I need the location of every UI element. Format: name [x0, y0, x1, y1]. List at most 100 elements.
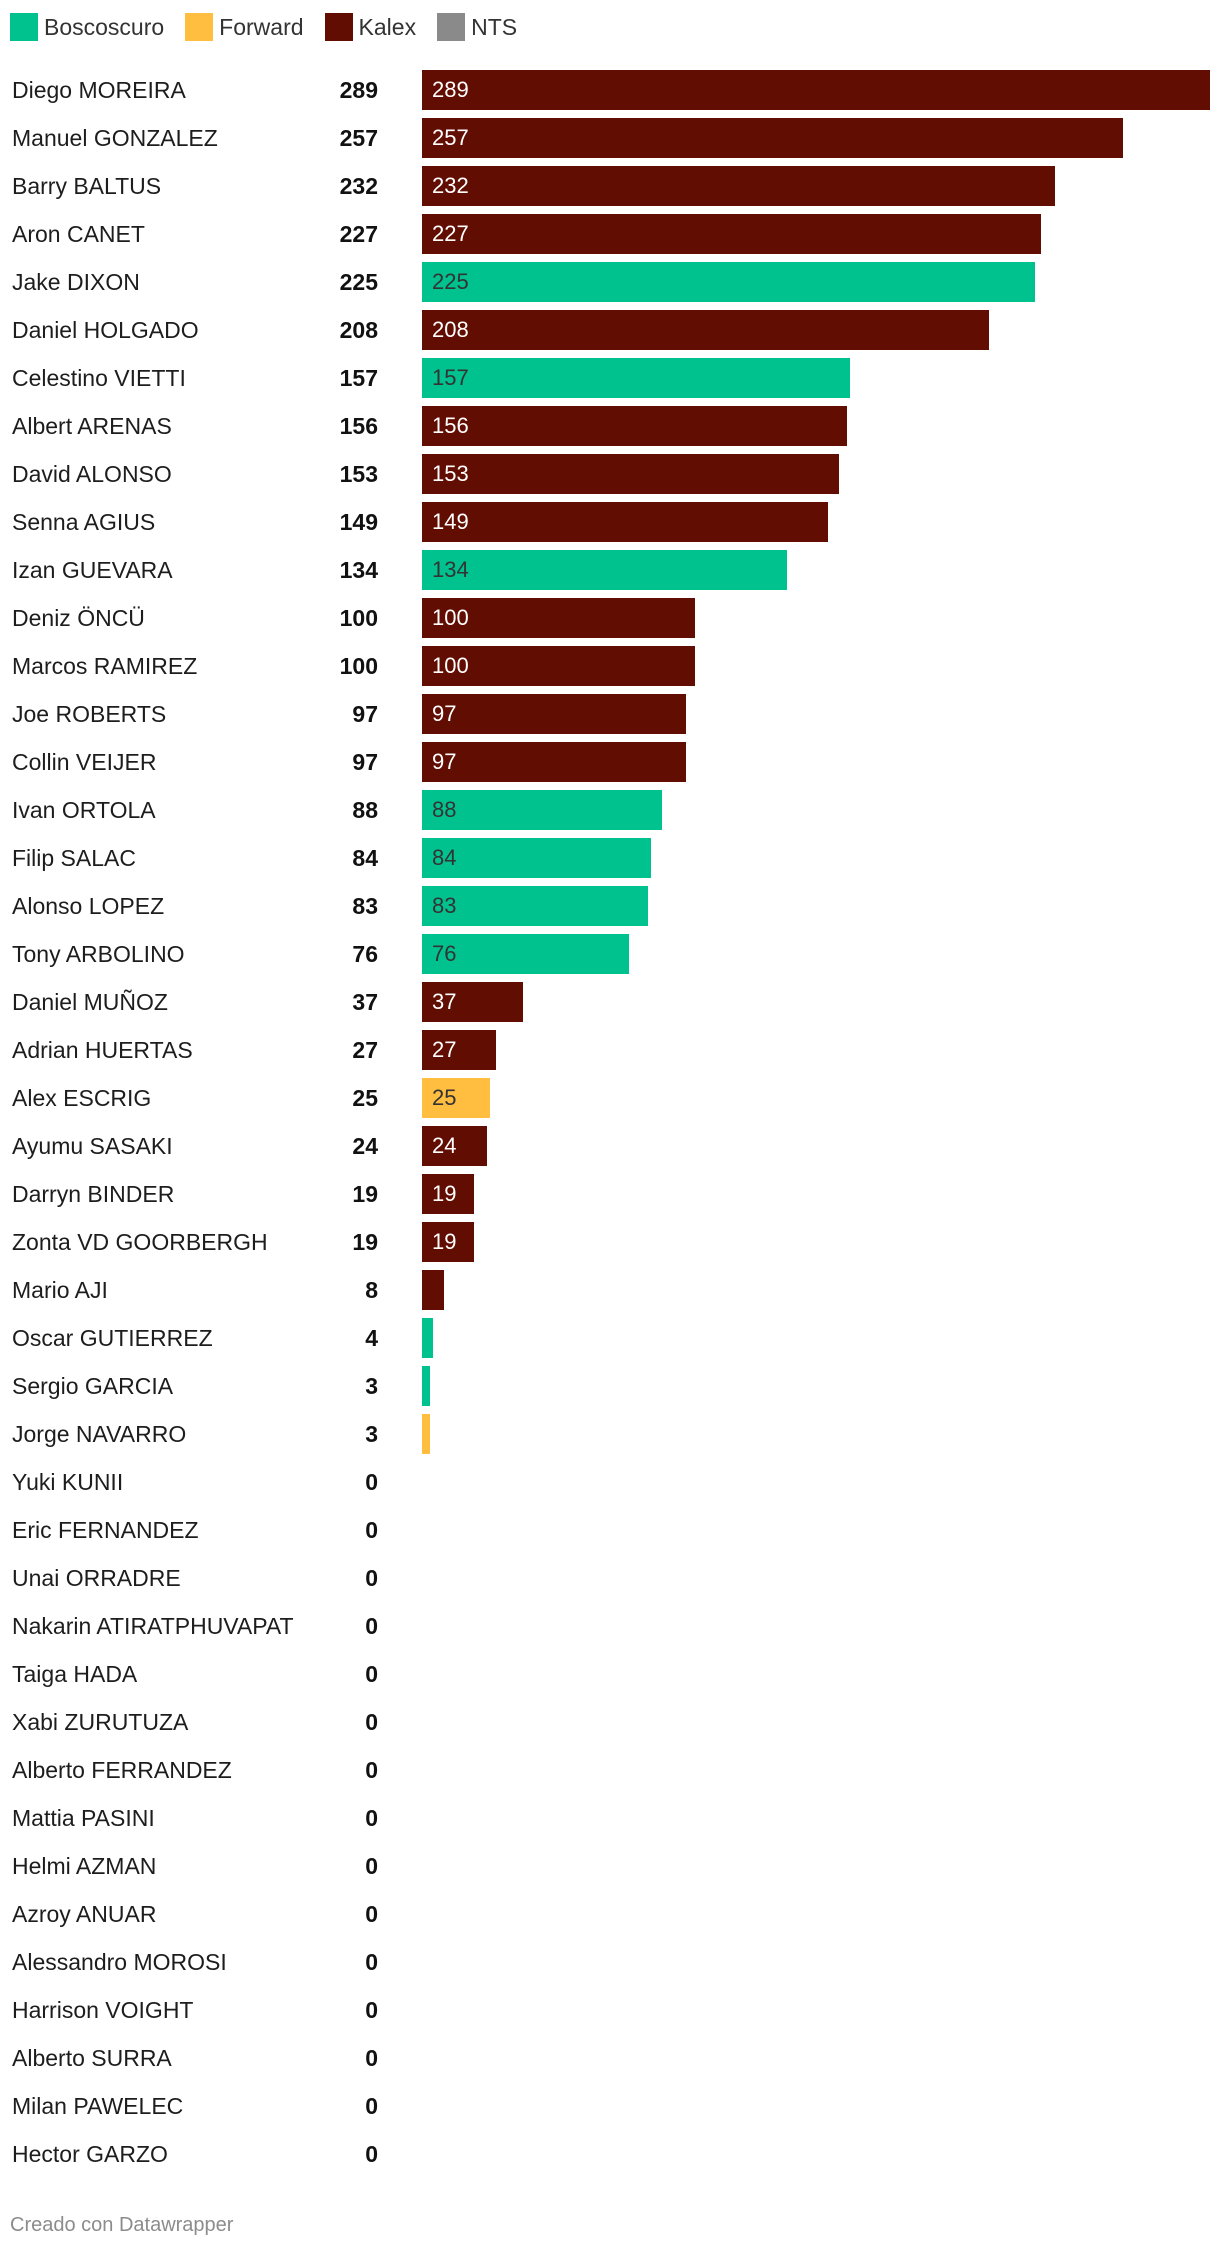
points-total: 19 [352, 1229, 378, 1255]
chart-row: Daniel MUÑOZ 37 37 [0, 982, 1220, 1022]
rider-name: Alberto FERRANDEZ [12, 1757, 232, 1783]
rider-name: Xabi ZURUTUZA [12, 1709, 189, 1735]
points-total: 97 [352, 701, 378, 727]
points-total: 4 [365, 1325, 378, 1351]
bar-boscoscuro [422, 1366, 431, 1406]
bar-kalex: 232 [422, 166, 1055, 206]
chart-row: Jake DIXON 225 225 [0, 262, 1220, 302]
rider-name: Harrison VOIGHT [12, 1997, 194, 2023]
bar-value-label: 19 [432, 1181, 457, 1206]
rider-name: Mario AJI [12, 1277, 108, 1303]
points-total: 8 [365, 1277, 378, 1303]
bar-value-label: 76 [432, 941, 457, 966]
rider-name: Celestino VIETTI [12, 365, 186, 391]
rider-name: Joe ROBERTS [12, 701, 167, 727]
chart-row: Alonso LOPEZ 83 83 [0, 886, 1220, 926]
rider-name: Ayumu SASAKI [12, 1133, 173, 1159]
chart-row: Sergio GARCIA 3 [0, 1366, 1220, 1406]
legend: Boscoscuro Forward Kalex NTS [10, 12, 538, 42]
chart-row: Barry BALTUS 232 232 [0, 166, 1220, 206]
bar-value-label: 27 [432, 1037, 457, 1062]
chart-row: Marcos RAMIREZ 100 100 [0, 646, 1220, 686]
points-total: 227 [339, 221, 378, 247]
chart-row: Alberto FERRANDEZ 0 [0, 1750, 1220, 1790]
rider-name: Adrian HUERTAS [12, 1037, 193, 1063]
points-total: 27 [352, 1037, 378, 1063]
points-total: 0 [365, 1661, 378, 1687]
legend-item-nts: NTS [437, 13, 517, 41]
points-total: 100 [339, 653, 378, 679]
rider-name: Alonso LOPEZ [12, 893, 165, 919]
bar-kalex: 37 [422, 982, 523, 1022]
points-total: 100 [339, 605, 378, 631]
rider-name: Izan GUEVARA [12, 557, 173, 583]
rider-name: Sergio GARCIA [12, 1373, 174, 1399]
legend-label: Forward [219, 13, 304, 40]
rider-name: Barry BALTUS [12, 173, 162, 199]
bar-boscoscuro: 76 [422, 934, 630, 974]
chart-row: Oscar GUTIERREZ 4 [0, 1318, 1220, 1358]
rider-name: Jake DIXON [12, 269, 140, 295]
bar-value-label: 232 [432, 173, 469, 198]
rider-name: Milan PAWELEC [12, 2093, 184, 2119]
chart-row: Joe ROBERTS 97 97 [0, 694, 1220, 734]
chart-row: Tony ARBOLINO 76 76 [0, 934, 1220, 974]
chart-row: Azroy ANUAR 0 [0, 1894, 1220, 1934]
rider-name: Jorge NAVARRO [12, 1421, 187, 1447]
points-total: 3 [365, 1373, 378, 1399]
bar-kalex: 208 [422, 310, 990, 350]
points-total: 84 [352, 845, 378, 871]
rider-name: Alex ESCRIG [12, 1085, 152, 1111]
chart-row: Alex ESCRIG 25 25 [0, 1078, 1220, 1118]
chart-row: Deniz ÖNCÜ 100 100 [0, 598, 1220, 638]
points-total: 0 [365, 1565, 378, 1591]
rider-name: Tony ARBOLINO [12, 941, 185, 967]
chart-row: Aron CANET 227 227 [0, 214, 1220, 254]
bar-kalex: 156 [422, 406, 848, 446]
chart-row: Diego MOREIRA 289 289 [0, 70, 1220, 110]
bar-kalex: 97 [422, 742, 687, 782]
rider-name: Aron CANET [12, 221, 145, 247]
bar-value-label: 208 [432, 317, 469, 342]
points-total: 0 [365, 1517, 378, 1543]
points-total: 156 [339, 413, 378, 439]
chart-row: Senna AGIUS 149 149 [0, 502, 1220, 542]
bar-kalex: 24 [422, 1126, 488, 1166]
bar-value-label: 225 [432, 269, 469, 294]
bar-boscoscuro: 157 [422, 358, 851, 398]
bar-kalex: 149 [422, 502, 829, 542]
bar-value-label: 156 [432, 413, 469, 438]
points-total: 0 [365, 1949, 378, 1975]
chart-row: Alessandro MOROSI 0 [0, 1942, 1220, 1982]
points-total: 97 [352, 749, 378, 775]
bar-value-label: 25 [432, 1085, 457, 1110]
bar-value-label: 227 [432, 221, 469, 246]
bar-boscoscuro: 83 [422, 886, 649, 926]
bar-value-label: 153 [432, 461, 469, 486]
rider-name: Helmi AZMAN [12, 1853, 157, 1879]
points-total: 153 [339, 461, 378, 487]
chart-row: Helmi AZMAN 0 [0, 1846, 1220, 1886]
points-total: 24 [352, 1133, 378, 1159]
rider-name: Marcos RAMIREZ [12, 653, 198, 679]
chart-row: Daniel HOLGADO 208 208 [0, 310, 1220, 350]
bar-forward [422, 1414, 431, 1454]
points-total: 0 [365, 1613, 378, 1639]
chart-row: Ivan ORTOLA 88 88 [0, 790, 1220, 830]
chart-row: Harrison VOIGHT 0 [0, 1990, 1220, 2030]
rider-name: Daniel MUÑOZ [12, 989, 168, 1015]
chart-row: Milan PAWELEC 0 [0, 2086, 1220, 2126]
chart-row: David ALONSO 153 153 [0, 454, 1220, 494]
chart-row: Mattia PASINI 0 [0, 1798, 1220, 1838]
points-total: 208 [339, 317, 378, 343]
chart-row: Alberto SURRA 0 [0, 2038, 1220, 2078]
points-total: 134 [339, 557, 378, 583]
chart-row: Yuki KUNII 0 [0, 1462, 1220, 1502]
bar-kalex: 289 [422, 70, 1210, 110]
legend-item-boscoscuro: Boscoscuro [10, 13, 164, 41]
points-total: 0 [365, 1997, 378, 2023]
bar-value-label: 97 [432, 701, 457, 726]
legend-swatch [10, 13, 38, 41]
points-total: 0 [365, 2093, 378, 2119]
bar-kalex: 19 [422, 1174, 474, 1214]
